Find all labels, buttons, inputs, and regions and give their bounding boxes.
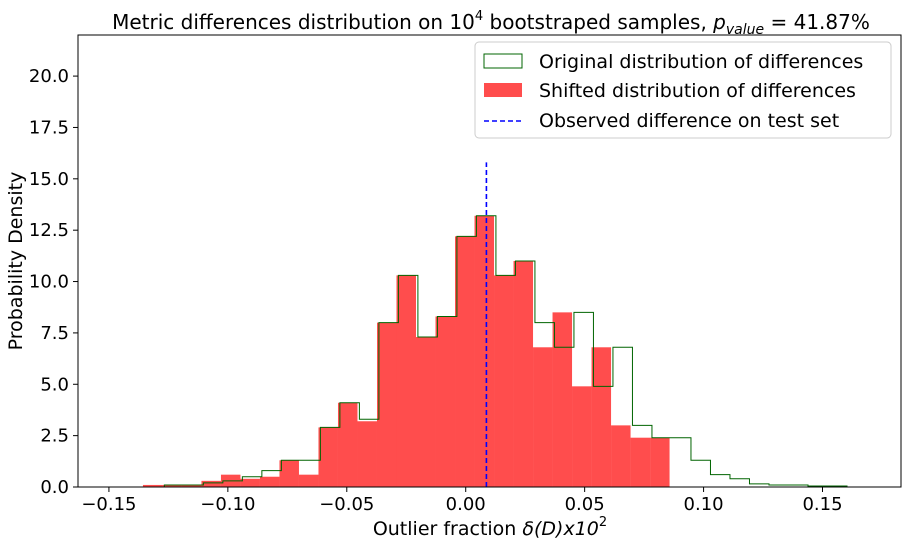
- shifted-bar: [376, 322, 397, 487]
- shifted-bar: [162, 484, 182, 487]
- y-tick-label: 12.5: [29, 220, 69, 241]
- shifted-bar: [611, 425, 631, 487]
- shifted-bar: [181, 484, 202, 487]
- shifted-bar: [455, 236, 475, 487]
- x-axis-label-math: δ(D)x10: [522, 518, 599, 540]
- x-axis-label-prefix: Outlier fraction: [373, 518, 523, 540]
- shifted-bar: [513, 261, 534, 487]
- y-tick-label: 15.0: [29, 169, 69, 190]
- x-axis-label-exponent: 2: [599, 515, 607, 530]
- legend-box: [474, 41, 892, 139]
- legend-label-observed: Observed difference on test set: [539, 110, 839, 132]
- shifted-bar: [494, 275, 514, 487]
- x-tick-label: 0.05: [565, 494, 605, 515]
- shifted-bar: [240, 478, 260, 487]
- shifted-bar: [357, 421, 377, 487]
- x-tick-label: −0.15: [81, 494, 136, 515]
- shifted-bar: [474, 215, 495, 488]
- x-tick-label: 0.10: [684, 494, 724, 515]
- shifted-bar: [259, 476, 280, 487]
- y-tick-label: 0.0: [40, 477, 69, 498]
- original-step-line: [163, 215, 867, 488]
- shifted-bar: [318, 427, 338, 487]
- shifted-bar: [201, 480, 221, 487]
- title-exponent: 4: [475, 9, 483, 24]
- y-tick-label: 17.5: [29, 117, 69, 138]
- shifted-bar: [279, 460, 299, 487]
- title-p-subscript: value: [726, 22, 764, 38]
- shifted-bar: [533, 347, 553, 487]
- shifted-bar: [337, 402, 358, 487]
- shifted-bar: [396, 275, 417, 487]
- title-prefix: Metric differences distribution on 10: [112, 10, 475, 34]
- y-axis-ticks: 0.0 2.5 5.0 7.5 10.0 12.5 15.0 17.5 20.0: [29, 66, 78, 498]
- chart-title: Metric differences distribution on 104 b…: [112, 9, 870, 38]
- y-axis-label: Probability Density: [5, 172, 27, 351]
- x-tick-label: 0.00: [446, 494, 486, 515]
- legend-label-shifted: Shifted distribution of differences: [539, 80, 856, 102]
- y-tick-label: 5.0: [40, 374, 69, 395]
- shifted-bar: [142, 484, 163, 487]
- title-p-value: 41.87%: [794, 10, 870, 34]
- shifted-bar: [650, 437, 670, 487]
- y-tick-label: 10.0: [29, 272, 69, 293]
- plot-area-frame: [77, 34, 902, 488]
- x-axis-ticks: −0.15 −0.10 −0.05 0.00 0.05 0.10 0.15: [81, 487, 843, 515]
- legend-swatch-shifted: [484, 83, 522, 97]
- y-tick-label: 20.0: [29, 66, 69, 87]
- x-tick-label: −0.10: [200, 494, 255, 515]
- legend-label-original: Original distribution of differences: [539, 51, 863, 73]
- shifted-histogram: [142, 215, 670, 488]
- original-histogram: [163, 215, 867, 488]
- title-middle: bootstraped samples,: [483, 10, 713, 34]
- title-p-symbol: p: [712, 10, 726, 34]
- x-tick-label: 0.15: [802, 494, 842, 515]
- shifted-bar: [435, 316, 456, 487]
- y-tick-label: 2.5: [40, 426, 69, 447]
- shifted-bar: [572, 386, 592, 487]
- y-tick-label: 7.5: [40, 323, 69, 344]
- shifted-bar: [591, 347, 612, 487]
- shifted-bar: [552, 312, 573, 487]
- x-tick-label: −0.05: [319, 494, 374, 515]
- legend-swatch-original: [483, 53, 523, 69]
- x-axis-label: Outlier fraction δ(D)x102: [373, 515, 607, 540]
- shifted-bar: [298, 474, 319, 487]
- shifted-bar: [630, 437, 651, 487]
- title-equals: =: [764, 10, 793, 34]
- shifted-bar: [416, 337, 436, 487]
- legend: Original distribution of differences Shi…: [474, 41, 892, 139]
